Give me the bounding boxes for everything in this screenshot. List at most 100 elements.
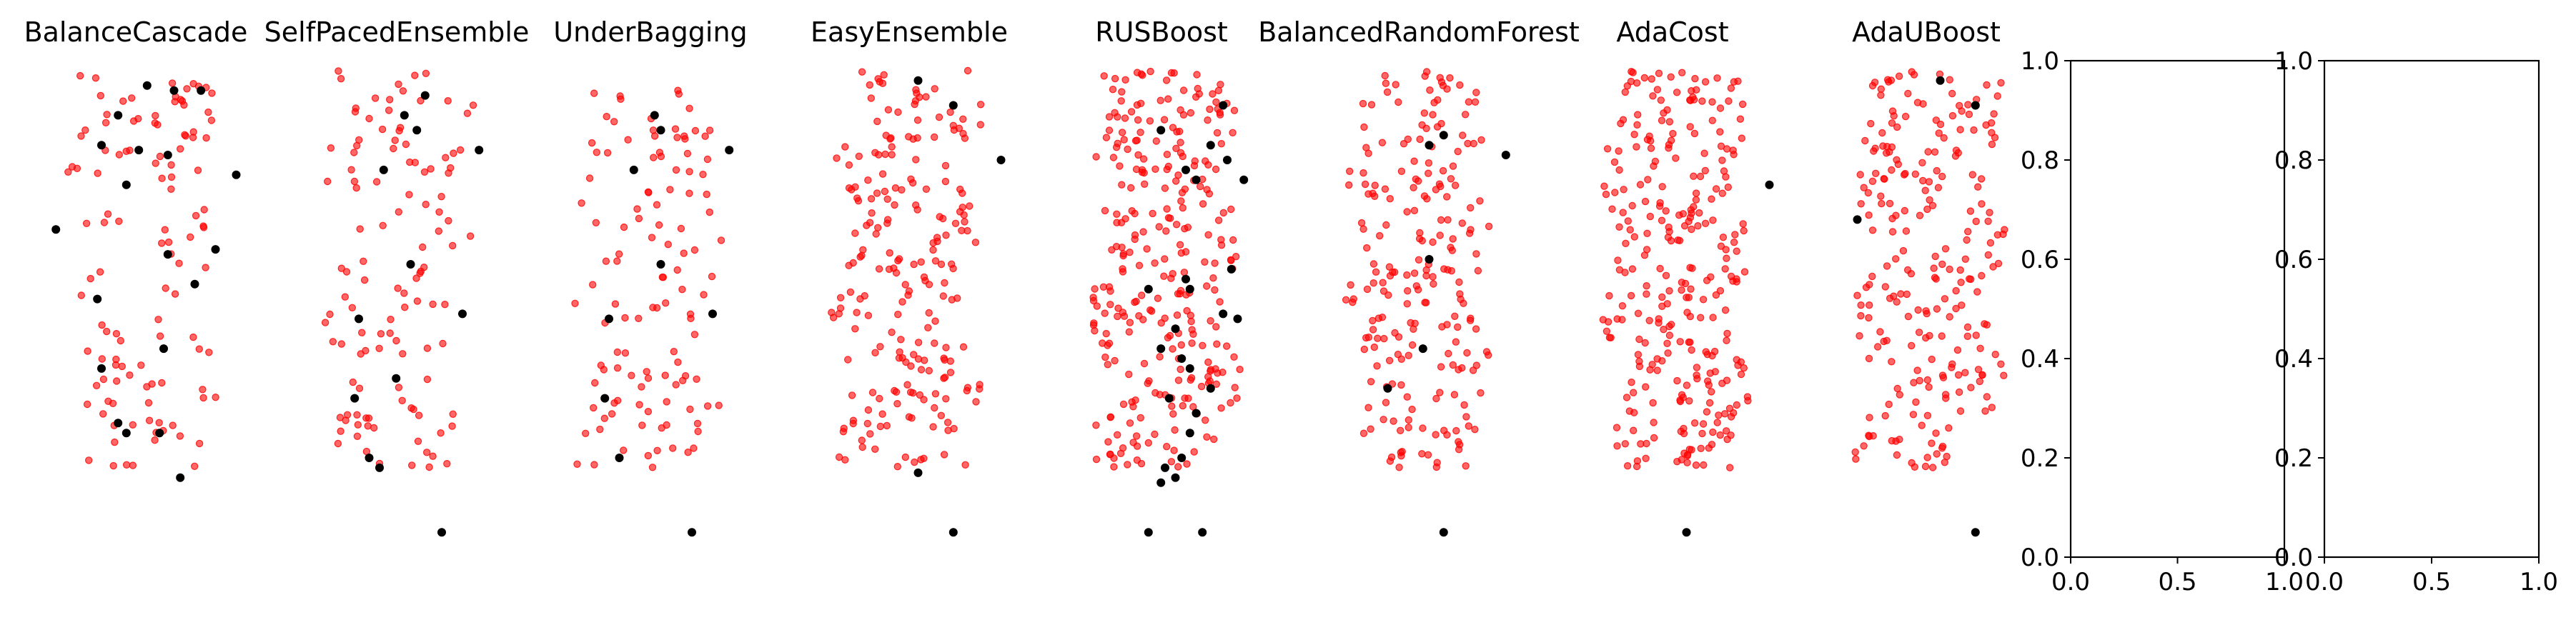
majority-point bbox=[1212, 380, 1221, 389]
majority-point bbox=[1106, 451, 1114, 459]
majority-point bbox=[1104, 341, 1111, 349]
minority-point bbox=[1223, 156, 1232, 164]
majority-point bbox=[1946, 76, 1953, 84]
majority-point bbox=[83, 400, 91, 409]
majority-point bbox=[896, 348, 903, 356]
majority-point bbox=[1675, 236, 1684, 244]
minority-point bbox=[948, 528, 958, 537]
majority-point bbox=[1204, 358, 1212, 366]
majority-point bbox=[1611, 189, 1619, 196]
majority-point bbox=[158, 174, 166, 182]
panel-selfpacedensemble: SelfPacedEnsemble bbox=[264, 16, 530, 537]
majority-point bbox=[1633, 121, 1641, 129]
majority-point bbox=[1709, 216, 1717, 224]
majority-point bbox=[1621, 88, 1629, 96]
majority-point bbox=[976, 381, 984, 389]
majority-point bbox=[1936, 120, 1945, 129]
majority-point bbox=[1901, 169, 1909, 178]
majority-point bbox=[1909, 411, 1918, 419]
majority-point bbox=[1135, 261, 1144, 269]
majority-point bbox=[1696, 314, 1705, 321]
majority-point bbox=[1686, 123, 1694, 131]
majority-point bbox=[183, 85, 191, 93]
majority-point bbox=[419, 243, 427, 251]
majority-point bbox=[1229, 129, 1237, 136]
majority-point bbox=[1878, 129, 1886, 137]
majority-point bbox=[1893, 123, 1901, 131]
majority-point bbox=[205, 349, 213, 356]
majority-point bbox=[1709, 428, 1717, 436]
majority-point bbox=[1988, 404, 1996, 411]
majority-point bbox=[1411, 319, 1419, 327]
majority-point bbox=[884, 106, 893, 114]
majority-point bbox=[1914, 306, 1922, 314]
majority-point bbox=[931, 404, 938, 412]
majority-point bbox=[1177, 197, 1185, 205]
majority-point bbox=[1176, 365, 1184, 374]
majority-point bbox=[1988, 129, 1996, 136]
majority-point bbox=[422, 69, 430, 78]
majority-point bbox=[337, 427, 345, 435]
majority-point bbox=[1986, 239, 1995, 247]
majority-point bbox=[882, 131, 890, 139]
majority-point bbox=[1938, 172, 1946, 181]
majority-point bbox=[1207, 366, 1215, 374]
majority-point bbox=[1410, 269, 1419, 277]
majority-point bbox=[1230, 353, 1238, 361]
y-tick-label: 1.0 bbox=[2274, 47, 2313, 76]
majority-point bbox=[846, 288, 855, 296]
majority-point bbox=[638, 383, 645, 391]
majority-point bbox=[1615, 147, 1623, 155]
majority-point bbox=[1690, 419, 1699, 427]
majority-point bbox=[353, 432, 362, 441]
majority-point bbox=[1645, 316, 1653, 324]
majority-point bbox=[1981, 407, 1989, 415]
majority-point bbox=[1688, 209, 1695, 217]
majority-point bbox=[144, 399, 153, 407]
majority-class-points bbox=[828, 66, 985, 471]
majority-point bbox=[1137, 459, 1146, 468]
majority-point bbox=[578, 199, 585, 207]
y-tick-label: 0.4 bbox=[2274, 345, 2313, 374]
majority-point bbox=[1442, 193, 1451, 201]
minority-point bbox=[155, 429, 164, 438]
majority-point bbox=[1624, 217, 1632, 225]
majority-point bbox=[176, 145, 184, 153]
majority-point bbox=[1662, 271, 1670, 279]
majority-point bbox=[829, 314, 838, 321]
majority-point bbox=[1919, 100, 1927, 108]
majority-point bbox=[1410, 157, 1418, 165]
majority-point bbox=[392, 336, 400, 345]
panel-title-selfpacedensemble: SelfPacedEnsemble bbox=[264, 16, 530, 48]
majority-point bbox=[1954, 371, 1963, 379]
majority-point bbox=[1453, 323, 1462, 331]
majority-point bbox=[856, 295, 864, 303]
y-tick-label: 0.0 bbox=[2021, 544, 2059, 572]
majority-point bbox=[1935, 129, 1943, 137]
majority-point bbox=[1432, 431, 1440, 439]
y-tick-label: 0.4 bbox=[2021, 345, 2059, 374]
majority-point bbox=[1938, 332, 1946, 340]
majority-point bbox=[691, 126, 700, 135]
majority-point bbox=[655, 221, 663, 229]
majority-point bbox=[1648, 75, 1655, 83]
majority-point bbox=[1474, 266, 1482, 275]
majority-point bbox=[1901, 206, 1908, 215]
minority-point bbox=[1156, 344, 1166, 354]
majority-point bbox=[342, 268, 351, 276]
majority-point bbox=[167, 161, 175, 169]
majority-point bbox=[1660, 109, 1668, 117]
majority-point bbox=[1375, 231, 1384, 240]
majority-point bbox=[148, 380, 156, 388]
majority-point bbox=[413, 297, 422, 305]
majority-point bbox=[1131, 396, 1139, 404]
minority-point bbox=[708, 309, 717, 319]
majority-point bbox=[1181, 185, 1189, 193]
majority-point bbox=[1722, 173, 1730, 181]
majority-point bbox=[175, 259, 183, 267]
majority-point bbox=[187, 233, 194, 241]
y-tick-label: 0.2 bbox=[2021, 444, 2059, 473]
majority-point bbox=[1423, 195, 1431, 203]
majority-point bbox=[1344, 181, 1353, 189]
majority-point bbox=[1945, 424, 1953, 432]
